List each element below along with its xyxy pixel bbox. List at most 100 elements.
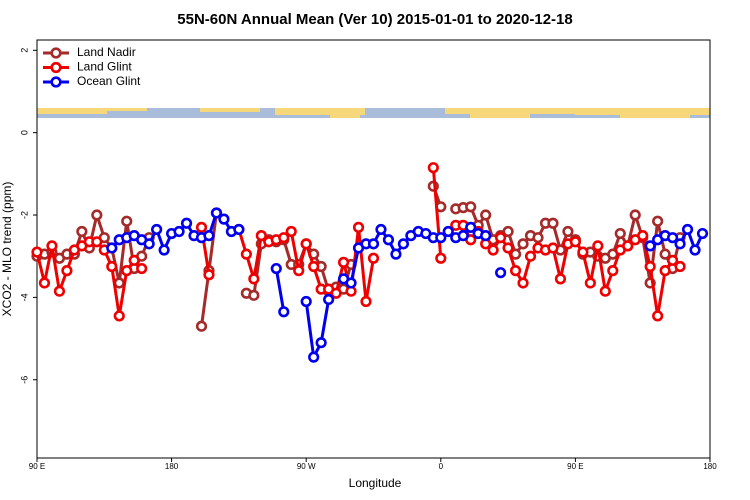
point xyxy=(300,295,312,308)
point xyxy=(390,248,402,260)
point xyxy=(442,225,454,238)
point xyxy=(285,225,297,238)
point xyxy=(502,242,514,254)
point xyxy=(315,337,327,349)
point xyxy=(91,209,103,221)
point xyxy=(46,240,58,252)
point xyxy=(465,201,477,213)
point xyxy=(278,232,290,244)
point xyxy=(233,223,245,236)
point xyxy=(76,225,88,238)
point xyxy=(622,240,634,252)
point xyxy=(502,225,514,238)
series xyxy=(106,207,709,363)
point xyxy=(644,240,656,252)
point xyxy=(158,244,170,256)
point xyxy=(674,238,686,250)
point xyxy=(143,238,155,250)
legend-label: Land Glint xyxy=(77,60,132,74)
point xyxy=(659,248,671,260)
point xyxy=(113,277,125,289)
point xyxy=(427,162,439,174)
point xyxy=(667,232,679,244)
point xyxy=(435,232,447,244)
y-tick-label: 2 xyxy=(19,48,29,53)
point xyxy=(554,273,567,285)
point xyxy=(689,244,701,256)
point xyxy=(61,265,73,277)
point xyxy=(644,260,656,273)
point xyxy=(652,310,664,322)
y-tick-label: -2 xyxy=(19,211,29,219)
legend-marker xyxy=(50,47,62,59)
series-line xyxy=(35,167,682,318)
point xyxy=(278,306,290,318)
point xyxy=(300,238,312,250)
point xyxy=(495,232,507,244)
point xyxy=(659,265,671,277)
y-tick-label: -6 xyxy=(19,376,29,384)
y-tick-label: -4 xyxy=(19,293,29,301)
point xyxy=(397,238,410,250)
x-axis-label: Longitude xyxy=(349,476,402,490)
x-tick-label: 90 W xyxy=(297,462,316,471)
point xyxy=(547,217,559,229)
point xyxy=(480,230,492,242)
point xyxy=(345,277,357,289)
point xyxy=(151,223,163,236)
point xyxy=(203,269,215,281)
point xyxy=(562,225,574,238)
series xyxy=(31,162,686,322)
point xyxy=(487,244,499,256)
point xyxy=(607,265,619,277)
point xyxy=(517,277,529,289)
point xyxy=(337,256,350,268)
x-tick-label: 180 xyxy=(703,462,717,471)
point xyxy=(435,252,447,264)
point xyxy=(195,320,208,332)
point xyxy=(681,223,694,236)
point xyxy=(352,221,365,233)
point xyxy=(210,207,223,219)
point xyxy=(31,246,43,258)
legend-label: Ocean Glint xyxy=(77,74,141,88)
point xyxy=(53,285,66,297)
point xyxy=(569,236,582,248)
point xyxy=(330,287,342,299)
point xyxy=(121,265,133,277)
point xyxy=(113,310,125,322)
point xyxy=(367,252,380,264)
point xyxy=(517,238,529,250)
point xyxy=(637,230,649,242)
point xyxy=(106,242,118,254)
point xyxy=(614,227,626,240)
point xyxy=(128,254,140,266)
point xyxy=(524,250,537,262)
point xyxy=(547,242,559,254)
y-tick-label: 0 xyxy=(19,130,29,135)
map-strip xyxy=(37,108,710,118)
x-tick-label: 0 xyxy=(439,462,444,471)
point xyxy=(480,209,492,221)
point xyxy=(495,267,507,279)
x-tick-label: 90 E xyxy=(567,462,583,471)
point xyxy=(509,265,522,277)
point xyxy=(180,217,193,229)
legend-label: Land Nadir xyxy=(77,45,136,59)
point xyxy=(293,265,305,277)
legend-marker xyxy=(50,61,62,74)
point xyxy=(629,209,641,221)
point xyxy=(38,277,51,289)
point xyxy=(248,289,260,301)
point xyxy=(382,234,395,246)
point xyxy=(674,260,686,273)
point xyxy=(367,238,380,250)
point xyxy=(599,285,611,297)
point xyxy=(696,227,709,240)
point xyxy=(106,260,118,273)
point xyxy=(584,277,596,289)
point xyxy=(592,240,604,252)
point xyxy=(218,213,230,225)
point xyxy=(255,230,267,242)
point xyxy=(270,262,282,275)
